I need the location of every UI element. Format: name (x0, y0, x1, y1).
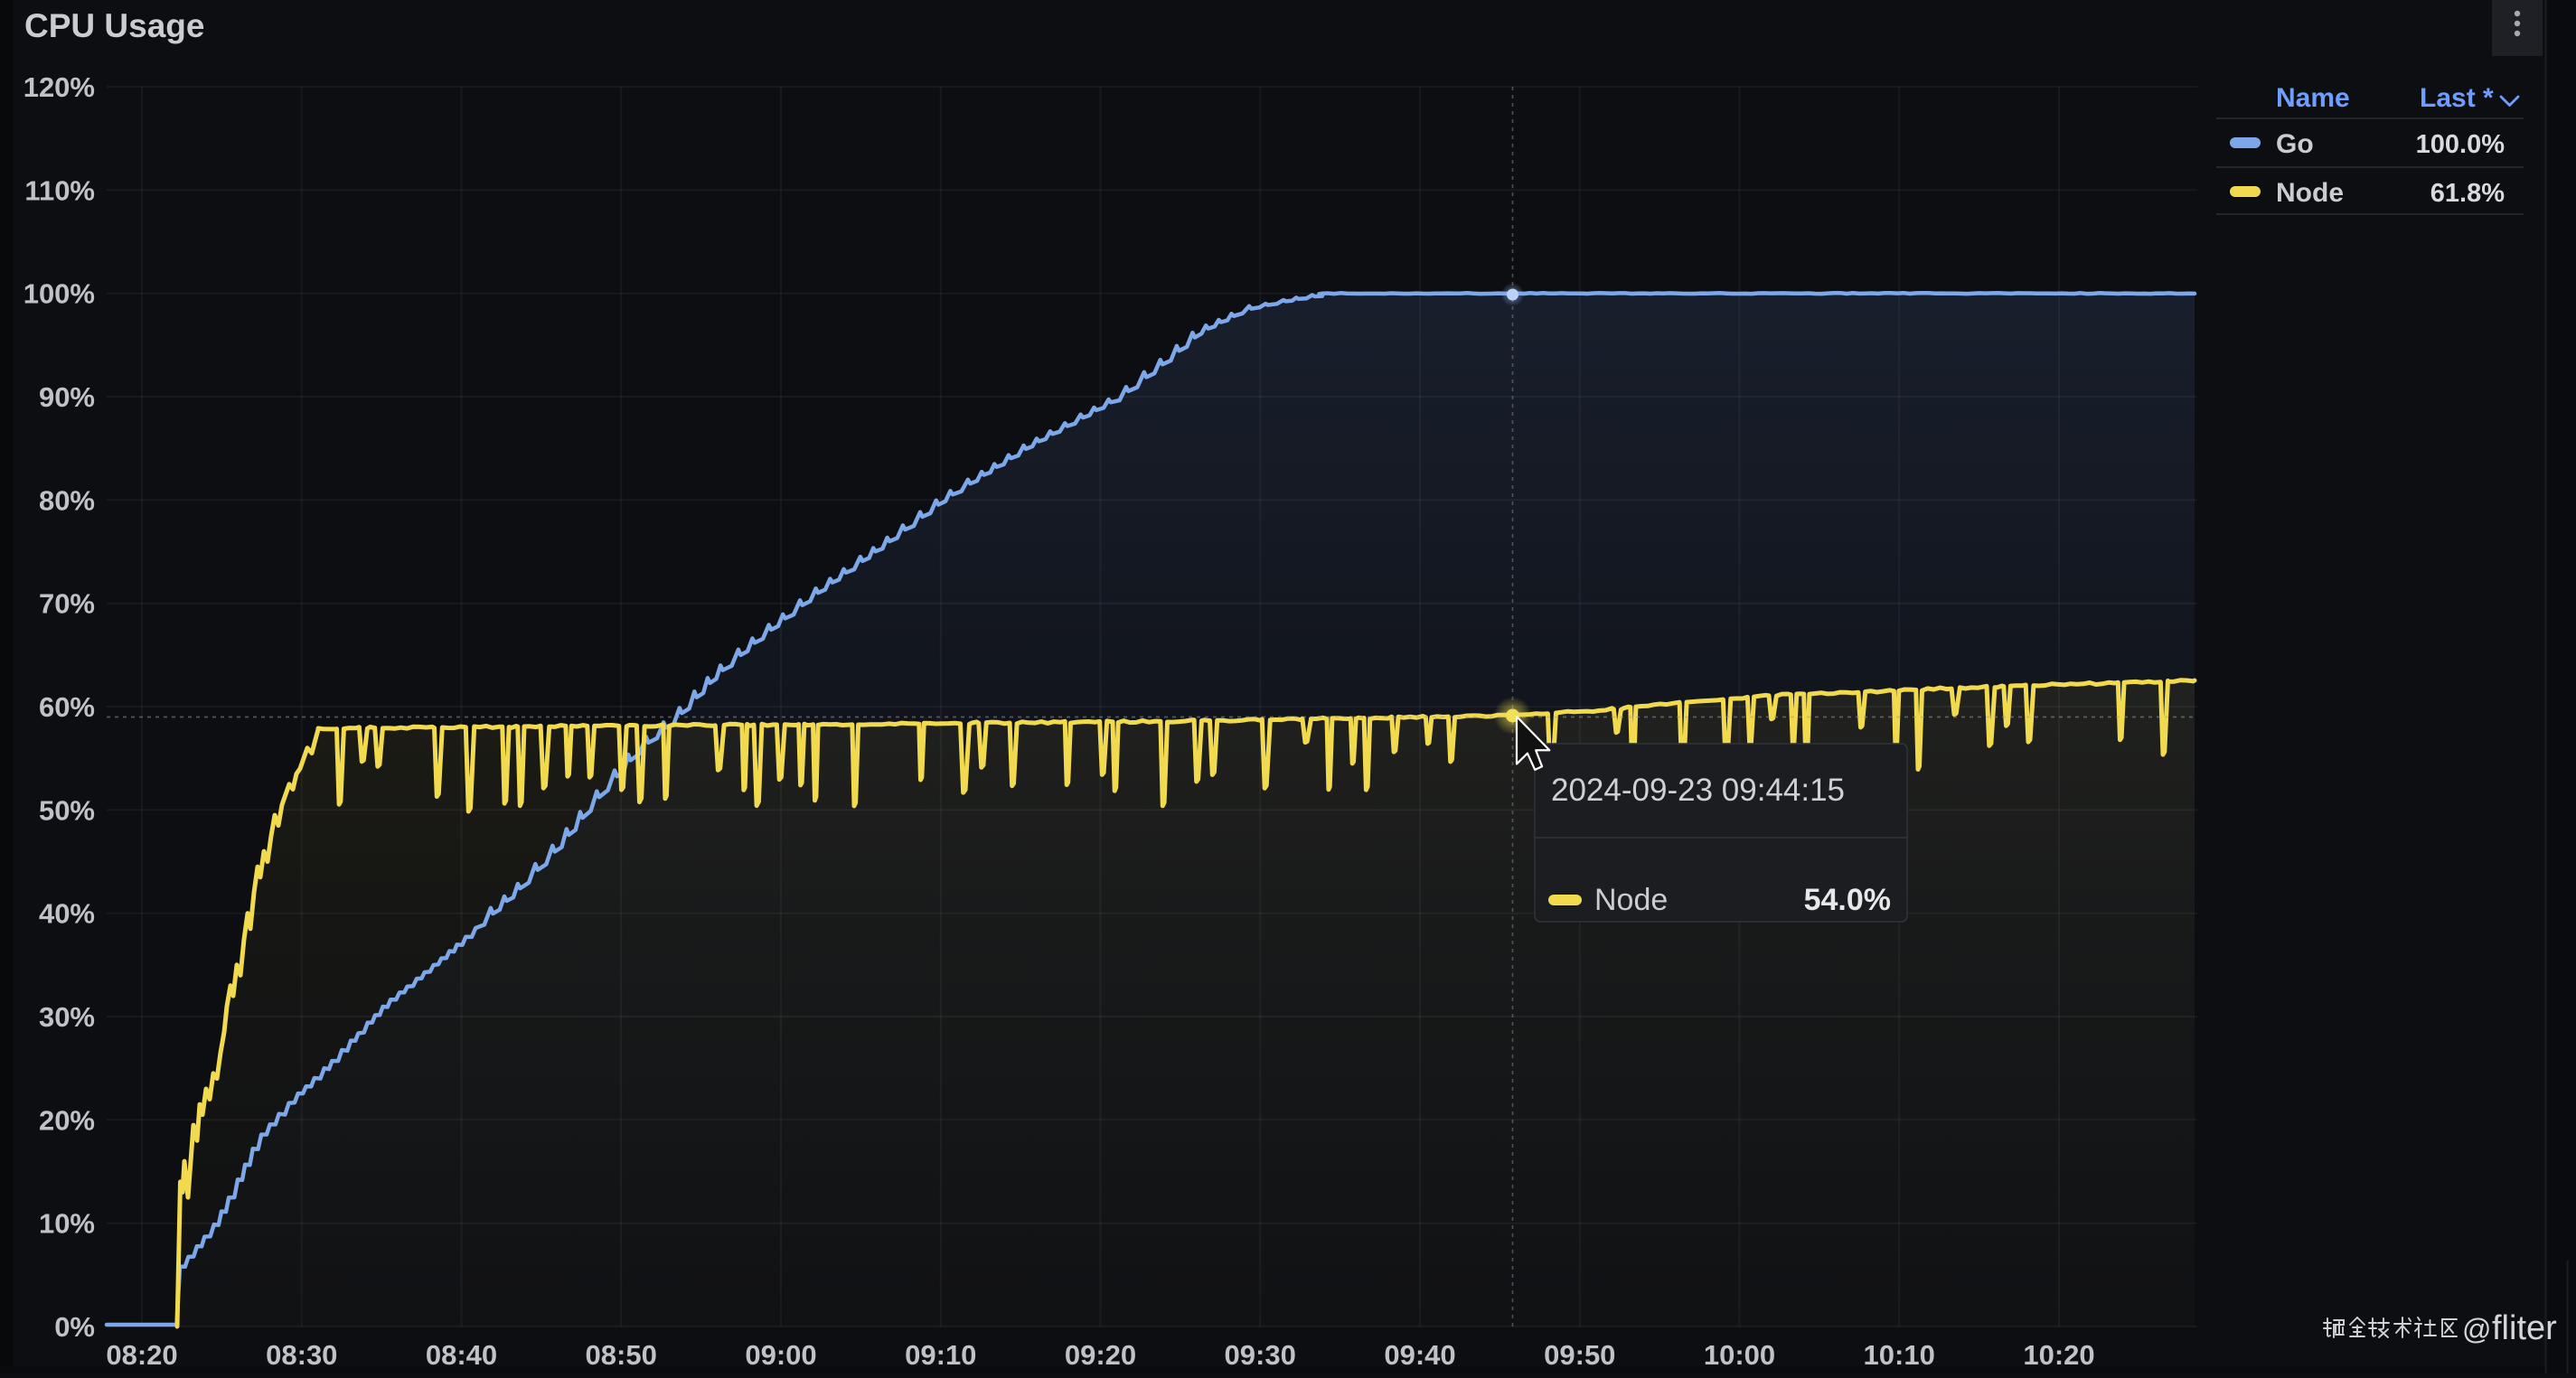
svg-text:70%: 70% (39, 588, 95, 620)
svg-text:08:40: 08:40 (426, 1339, 497, 1371)
svg-text:09:00: 09:00 (745, 1339, 816, 1371)
svg-text:20%: 20% (39, 1104, 95, 1136)
svg-text:10:10: 10:10 (1864, 1339, 1935, 1371)
svg-text:80%: 80% (39, 484, 95, 516)
svg-text:09:30: 09:30 (1225, 1339, 1296, 1371)
svg-text:09:40: 09:40 (1384, 1339, 1455, 1371)
svg-text:fliter: fliter (2492, 1309, 2557, 1347)
svg-text:10:00: 10:00 (1704, 1339, 1775, 1371)
svg-text:40%: 40% (39, 898, 95, 930)
svg-text:110%: 110% (24, 174, 95, 206)
svg-text:90%: 90% (39, 381, 95, 413)
svg-text:09:20: 09:20 (1065, 1339, 1136, 1371)
svg-text:60%: 60% (39, 691, 95, 723)
svg-text:0%: 0% (54, 1311, 95, 1343)
svg-text:61.8%: 61.8% (2430, 179, 2505, 208)
svg-text:Go: Go (2276, 129, 2314, 159)
svg-text:10:20: 10:20 (2023, 1339, 2094, 1371)
svg-text:09:10: 09:10 (905, 1339, 976, 1371)
svg-text:08:50: 08:50 (586, 1339, 657, 1371)
svg-text:100.0%: 100.0% (2416, 130, 2505, 159)
svg-text:@: @ (2462, 1313, 2491, 1345)
svg-text:54.0%: 54.0% (1804, 883, 1891, 917)
svg-text:Name: Name (2276, 83, 2350, 113)
svg-text:2024-09-23 09:44:15: 2024-09-23 09:44:15 (1551, 773, 1845, 808)
svg-text:Last *: Last * (2420, 83, 2494, 113)
svg-text:30%: 30% (39, 1001, 95, 1033)
svg-text:Node: Node (2276, 178, 2344, 208)
svg-text:100%: 100% (24, 278, 95, 310)
svg-text:50%: 50% (39, 794, 95, 826)
svg-text:10%: 10% (39, 1208, 95, 1240)
svg-text:120%: 120% (24, 71, 95, 103)
svg-text:Node: Node (1594, 883, 1668, 917)
svg-text:CPU Usage: CPU Usage (24, 7, 204, 44)
svg-text:09:50: 09:50 (1544, 1339, 1615, 1371)
svg-text:08:30: 08:30 (266, 1339, 337, 1371)
svg-text:08:20: 08:20 (106, 1339, 177, 1371)
